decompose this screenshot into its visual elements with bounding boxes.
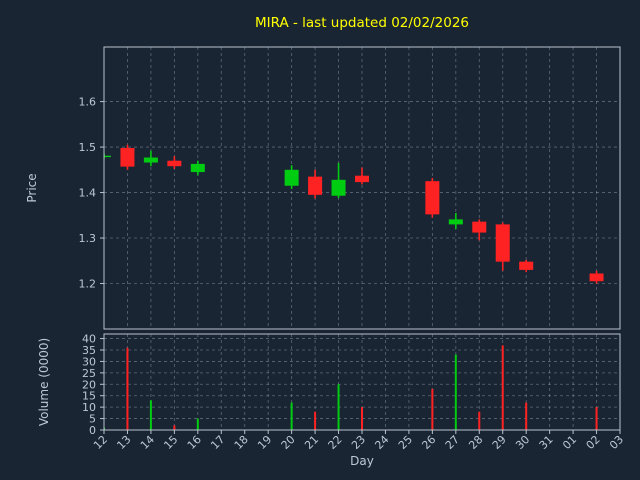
x-axis-label: Day [350, 454, 374, 468]
price-tick-label: 1.6 [79, 96, 97, 109]
candle-body [495, 224, 510, 262]
volume-tick-label: 30 [82, 355, 96, 368]
x-tick-label: 22 [326, 433, 345, 452]
x-tick-label: 25 [396, 433, 415, 452]
candle-body [120, 147, 135, 167]
x-tick-label: 29 [490, 433, 509, 452]
volume-tick-label: 25 [82, 367, 96, 380]
x-tick-label: 14 [138, 433, 157, 452]
volume-axis-label: Volume (0000) [37, 338, 51, 426]
x-tick-label: 27 [443, 433, 462, 452]
x-tick-label: 26 [419, 433, 438, 452]
candle-body [284, 169, 299, 186]
x-tick-label: 17 [208, 433, 227, 452]
price-tick-label: 1.2 [79, 278, 97, 291]
candle-body [448, 219, 463, 225]
x-tick-label: 03 [607, 433, 626, 452]
candle-body [104, 155, 111, 158]
volume-tick-label: 20 [82, 378, 96, 391]
volume-tick-label: 35 [82, 344, 96, 357]
price-tick-label: 1.3 [79, 232, 97, 245]
x-tick-label: 19 [255, 433, 274, 452]
price-panel-border [103, 46, 621, 330]
x-tick-label: 13 [114, 433, 133, 452]
price-tick-label: 1.5 [79, 141, 97, 154]
candle-body [331, 179, 346, 196]
candle-body [308, 176, 323, 195]
x-tick-label: 15 [161, 433, 180, 452]
volume-tick-label: 5 [89, 413, 96, 426]
candle-body [425, 181, 440, 215]
chart-title: MIRA - last updated 02/02/2026 [255, 15, 469, 31]
volume-tick-label: 15 [82, 390, 96, 403]
chart-series [104, 144, 604, 430]
x-tick-label: 20 [279, 433, 298, 452]
candle-body [519, 261, 534, 270]
volume-tick-label: 10 [82, 401, 96, 414]
x-tick-label: 18 [232, 433, 251, 452]
candle-body [167, 160, 182, 167]
candle-body [143, 157, 158, 163]
volume-tick-label: 40 [82, 333, 96, 346]
candle-body [472, 221, 487, 233]
candle-body [589, 273, 604, 282]
x-tick-label: 24 [372, 433, 391, 452]
x-tick-label: 16 [185, 433, 204, 452]
candle-body [190, 163, 205, 173]
gridlines [103, 47, 621, 431]
price-axis-label: Price [25, 173, 39, 202]
x-tick-label: 01 [560, 433, 579, 452]
price-tick-label: 1.4 [79, 187, 97, 200]
x-tick-label: 23 [349, 433, 368, 452]
x-tick-label: 02 [584, 433, 603, 452]
x-tick-label: 21 [302, 433, 321, 452]
x-tick-label: 28 [466, 433, 485, 452]
volume-tick-label: 0 [89, 424, 96, 437]
x-tick-label: 31 [537, 433, 556, 452]
candle-body [355, 175, 369, 183]
x-tick-label: 30 [513, 433, 532, 452]
